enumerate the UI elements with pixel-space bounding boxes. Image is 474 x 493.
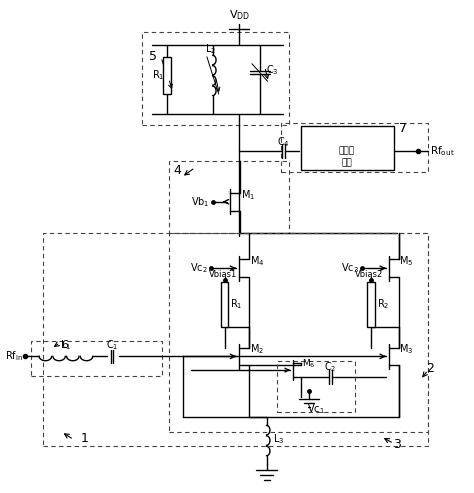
Text: Rf$_{\rm out}$: Rf$_{\rm out}$ — [430, 144, 455, 158]
Bar — [163, 57, 171, 94]
Text: 3: 3 — [393, 438, 401, 451]
Bar — [44, 233, 428, 447]
Text: V$_{\rm DD}$: V$_{\rm DD}$ — [228, 8, 250, 22]
Bar — [169, 161, 289, 233]
Text: Rf$_{\rm in}$: Rf$_{\rm in}$ — [5, 350, 23, 363]
Text: Vc$_3$: Vc$_3$ — [341, 261, 359, 275]
Bar — [142, 33, 289, 125]
Bar — [31, 341, 162, 376]
Bar — [367, 282, 375, 327]
Text: 5: 5 — [149, 50, 157, 63]
Text: 1: 1 — [81, 432, 89, 445]
Text: L$_1$: L$_1$ — [60, 338, 72, 352]
Text: Vc$_2$: Vc$_2$ — [190, 261, 208, 275]
Bar — [281, 123, 428, 173]
Bar — [301, 126, 394, 171]
Text: 4: 4 — [173, 164, 182, 177]
Text: 2: 2 — [426, 362, 434, 375]
Text: M$_1$: M$_1$ — [241, 188, 255, 202]
Text: Vb$_1$: Vb$_1$ — [191, 195, 210, 209]
Text: M$_6$: M$_6$ — [302, 358, 316, 370]
Text: Vbias2: Vbias2 — [356, 270, 383, 279]
Text: Vbias1: Vbias1 — [209, 270, 237, 279]
Text: C$_2$: C$_2$ — [324, 360, 337, 374]
Text: C$_4$: C$_4$ — [277, 135, 290, 149]
Text: L$_3$: L$_3$ — [273, 432, 284, 446]
Text: M$_2$: M$_2$ — [250, 343, 264, 356]
Bar — [169, 233, 428, 432]
Text: C$_1$: C$_1$ — [106, 338, 118, 352]
Text: M$_5$: M$_5$ — [400, 254, 414, 268]
Text: M$_4$: M$_4$ — [250, 254, 264, 268]
Text: M$_3$: M$_3$ — [400, 343, 414, 356]
Bar — [220, 282, 228, 327]
Text: Vc$_1$: Vc$_1$ — [307, 402, 324, 416]
Bar — [277, 361, 355, 412]
Text: 电路: 电路 — [342, 158, 352, 167]
Text: C$_3$: C$_3$ — [266, 64, 279, 77]
Text: R$_2$: R$_2$ — [377, 298, 389, 312]
Text: R$_1$: R$_1$ — [230, 298, 243, 312]
Text: L$_2$: L$_2$ — [205, 42, 216, 56]
Text: R$_1$: R$_1$ — [152, 69, 164, 82]
Text: 6: 6 — [61, 340, 68, 350]
Text: 7: 7 — [399, 122, 407, 135]
Text: 衰减器: 衰减器 — [339, 146, 355, 155]
